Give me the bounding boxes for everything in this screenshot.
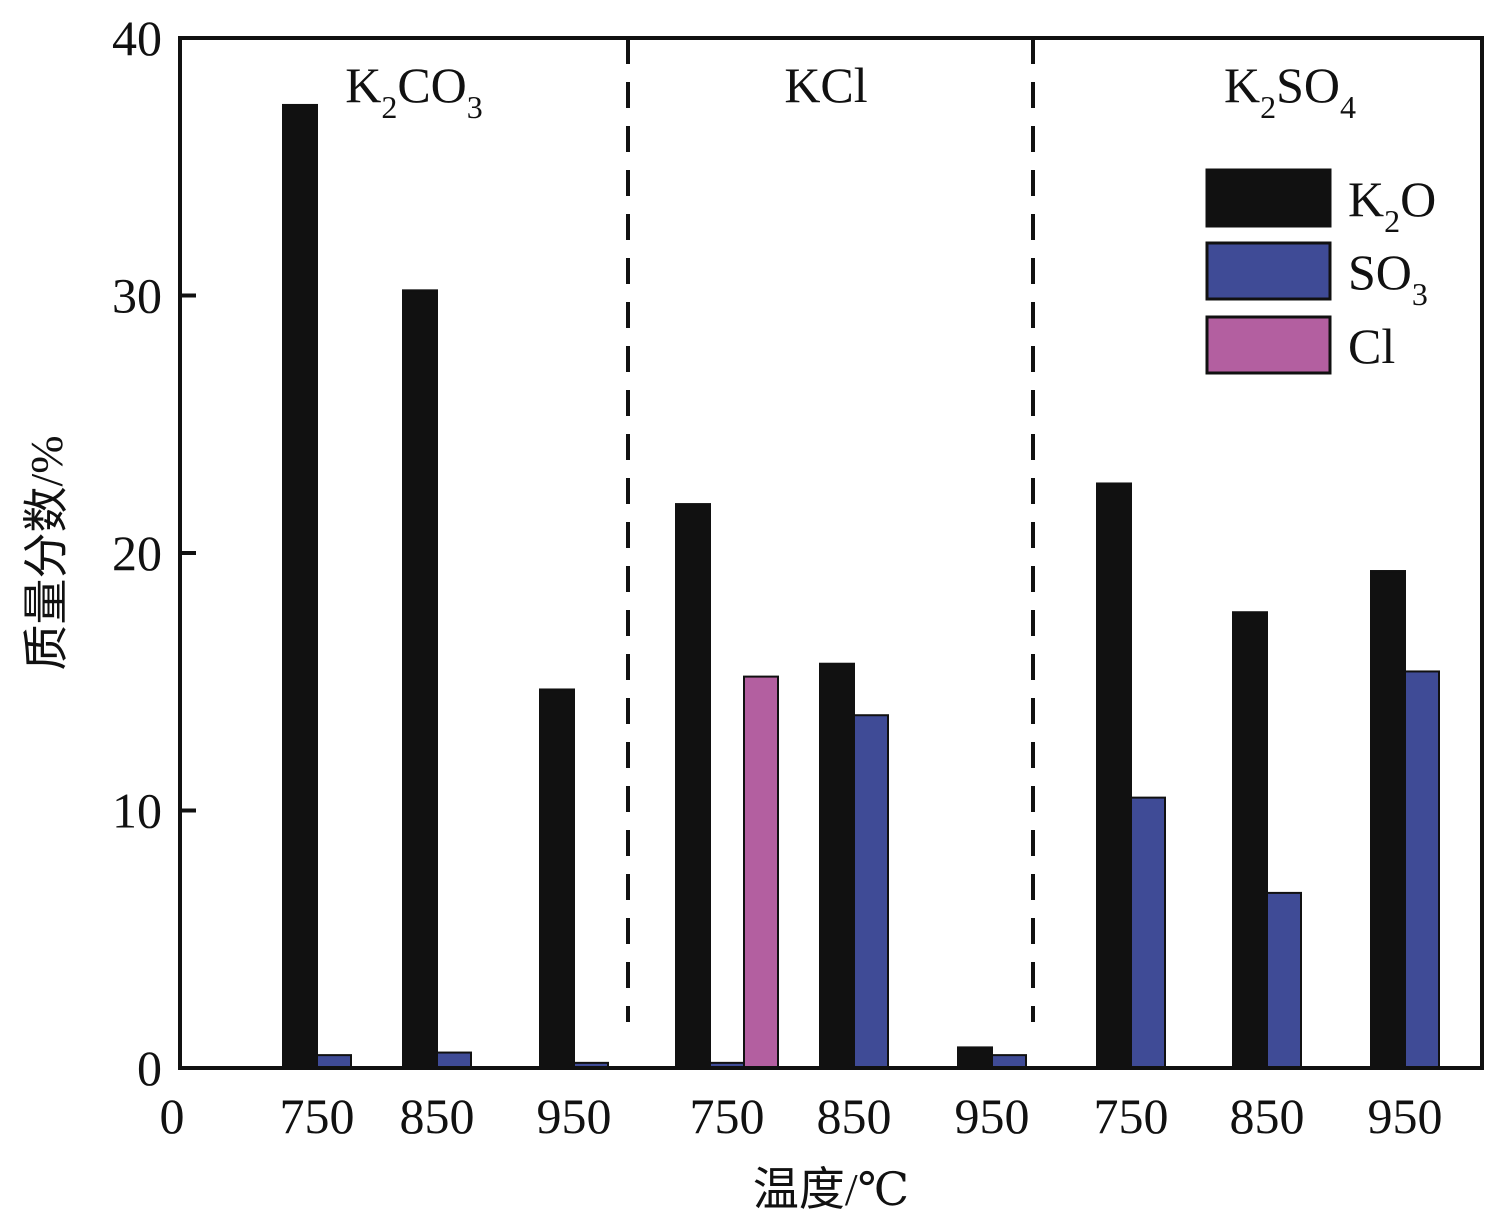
group-label-2: K2SO4	[1224, 57, 1356, 125]
legend-swatch-2	[1205, 315, 1332, 375]
bar-cl-3	[743, 675, 779, 1069]
x-tick-label: 750	[280, 1088, 355, 1144]
x-tick-label: 750	[1094, 1088, 1169, 1144]
group-label-0: K2CO3	[345, 57, 483, 125]
bar-k2o-5	[957, 1046, 993, 1070]
bar-so3-4	[853, 714, 889, 1069]
x-axis: 750 850 950 750 850 950 750 850 950 0	[160, 1088, 1443, 1144]
bar-k2o-8	[1370, 570, 1406, 1070]
bar-k2o-1	[402, 289, 438, 1070]
bar-so3-7	[1266, 891, 1302, 1070]
bar-k2o-3	[675, 503, 711, 1069]
legend-swatch-0	[1205, 168, 1332, 228]
legend-swatch-1	[1205, 241, 1332, 301]
x-tick-label: 950	[955, 1088, 1030, 1144]
y-tick-label: 30	[112, 268, 162, 324]
bar-k2o-2	[539, 688, 575, 1069]
y-tick-label: 10	[112, 783, 162, 839]
bar-k2o-4	[819, 662, 855, 1069]
x-tick-label: 850	[1230, 1088, 1305, 1144]
y-tick-label: 0	[137, 1040, 162, 1096]
legend-label-2: Cl	[1348, 318, 1395, 374]
y-tick-label: 40	[112, 10, 162, 66]
bar-k2o-7	[1232, 611, 1268, 1069]
x-origin-label: 0	[160, 1088, 185, 1144]
bar-so3-6	[1130, 796, 1166, 1069]
bar-k2o-6	[1096, 482, 1132, 1070]
y-axis-label: 质量分数/%	[21, 435, 72, 670]
bar-so3-1	[436, 1051, 472, 1070]
x-tick-label: 950	[537, 1088, 612, 1144]
legend-label-1: SO3	[1348, 244, 1428, 312]
y-axis: 0 10 20 30 40	[112, 10, 196, 1096]
group-labels: K2CO3 KCl K2SO4	[345, 57, 1356, 125]
group-separators	[626, 38, 1035, 1022]
x-tick-label: 950	[1368, 1088, 1443, 1144]
bar-k2o-0	[282, 103, 318, 1069]
y-tick-label: 20	[112, 525, 162, 581]
group-label-1: KCl	[784, 57, 867, 113]
legend-label-0: K2O	[1348, 171, 1436, 239]
x-axis-label: 温度/℃	[753, 1164, 909, 1215]
x-tick-label: 850	[400, 1088, 475, 1144]
bars-layer	[282, 103, 1440, 1070]
bar-so3-8	[1404, 670, 1440, 1069]
x-tick-label: 850	[817, 1088, 892, 1144]
x-tick-label: 750	[690, 1088, 765, 1144]
